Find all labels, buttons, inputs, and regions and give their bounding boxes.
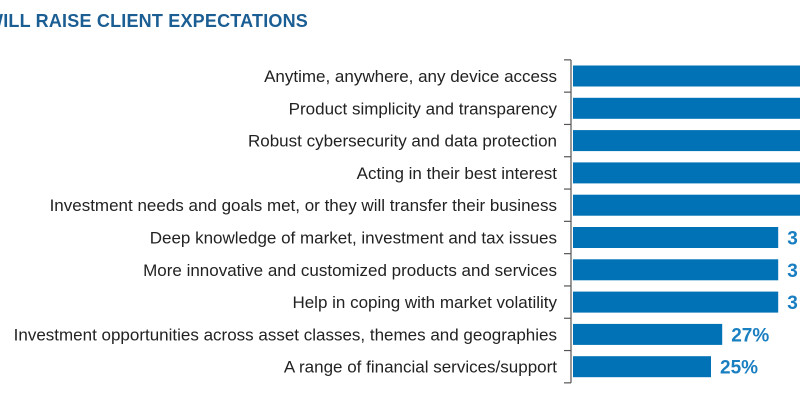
category-label: Product simplicity and transparency [289, 99, 558, 118]
bar [573, 356, 711, 378]
value-label: 3 [787, 261, 798, 282]
category-label: Anytime, anywhere, any device access [264, 67, 557, 86]
bar [573, 291, 779, 313]
category-label: Investment opportunities across asset cl… [14, 325, 557, 344]
category-label: More innovative and customized products … [143, 261, 557, 280]
chart-labels-group: Anytime, anywhere, any device access Prod… [14, 67, 798, 379]
category-label: Acting in their best interest [357, 164, 558, 183]
category-label: A range of financial services/support [284, 358, 557, 377]
chart-axis-group [564, 59, 572, 384]
value-label: 3 [787, 293, 798, 314]
bar [573, 323, 723, 345]
value-label: 27% [731, 325, 769, 346]
bar [573, 194, 800, 216]
bar [573, 259, 779, 281]
category-label: Deep knowledge of market, investment and… [150, 229, 557, 248]
category-label: Help in coping with market volatility [292, 293, 557, 312]
value-label: 25% [720, 358, 758, 379]
bar [573, 227, 779, 248]
bar [573, 162, 800, 184]
chart-title: WILL RAISE CLIENT EXPECTATIONS [0, 11, 309, 31]
chart-bars-group [573, 65, 800, 378]
bar [573, 65, 800, 87]
category-label: Robust cybersecurity and data protection [248, 132, 557, 151]
value-label: 3 [787, 229, 798, 250]
bar [573, 97, 800, 119]
bar [573, 130, 800, 152]
category-label: Investment needs and goals met, or they … [50, 196, 557, 215]
